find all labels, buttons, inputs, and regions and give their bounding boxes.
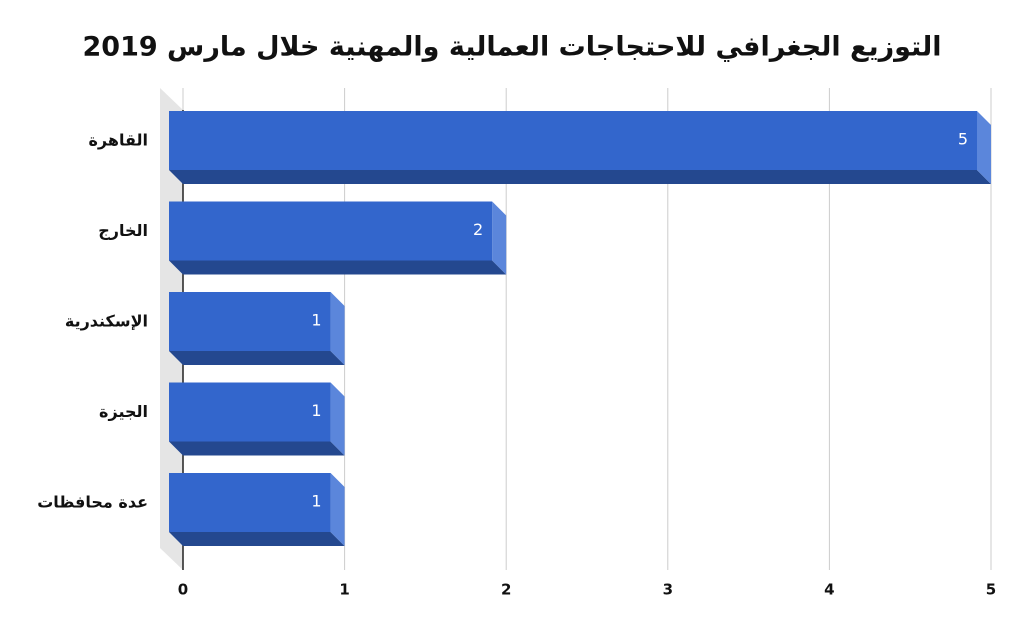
bar-bottom <box>169 351 345 365</box>
bar-side <box>492 201 507 275</box>
value-label: 1 <box>311 492 321 511</box>
y-tick-label: عدة محافظات <box>37 493 148 512</box>
x-tick-label: 1 <box>339 581 349 599</box>
y-tick-label: الإسكندرية <box>65 312 148 331</box>
bar <box>169 292 331 351</box>
value-label: 5 <box>958 130 968 149</box>
value-label: 1 <box>311 401 321 420</box>
y-tick-label: القاهرة <box>88 131 148 150</box>
bar-bottom <box>169 170 991 184</box>
x-tick-label: 5 <box>986 581 996 599</box>
bar <box>169 201 493 261</box>
value-label: 2 <box>473 220 483 239</box>
chart-title: التوزيع الجغرافي للاحتجاجات العمالية وال… <box>83 32 942 63</box>
x-tick-label: 4 <box>824 581 834 599</box>
bar <box>169 473 331 532</box>
bar <box>169 111 977 170</box>
x-tick-label: 3 <box>663 581 673 599</box>
bar-side <box>977 111 991 184</box>
x-tick-label: 2 <box>501 581 511 599</box>
bar-side <box>330 473 345 546</box>
bar-bottom <box>169 532 345 546</box>
bar <box>169 382 331 442</box>
bar-bottom <box>169 441 345 456</box>
x-tick-label: 0 <box>178 581 188 599</box>
bar-side <box>330 292 345 365</box>
bar-side <box>330 382 345 456</box>
y-tick-label: الخارج <box>98 221 148 240</box>
value-label: 1 <box>311 311 321 330</box>
y-tick-label: الجيزة <box>99 402 148 421</box>
bar-bottom <box>169 260 507 275</box>
